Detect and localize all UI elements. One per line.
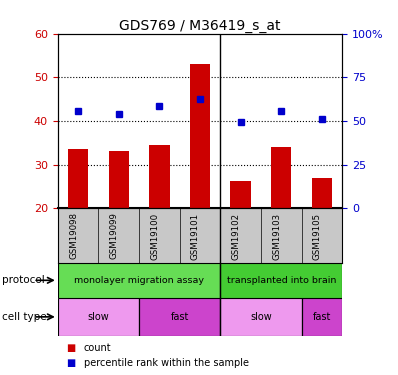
Bar <box>149 145 170 208</box>
Title: GDS769 / M36419_s_at: GDS769 / M36419_s_at <box>119 19 281 33</box>
Text: protocol: protocol <box>2 275 45 285</box>
Text: GSM19101: GSM19101 <box>191 213 200 260</box>
Text: transplanted into brain: transplanted into brain <box>226 276 336 285</box>
Text: ■: ■ <box>66 358 75 368</box>
Text: GSM19100: GSM19100 <box>150 213 159 260</box>
Text: monolayer migration assay: monolayer migration assay <box>74 276 204 285</box>
Text: percentile rank within the sample: percentile rank within the sample <box>84 358 249 368</box>
Text: fast: fast <box>170 312 189 322</box>
Text: GSM19099: GSM19099 <box>110 213 119 260</box>
Bar <box>271 147 291 208</box>
Bar <box>190 64 210 208</box>
Text: GSM19098: GSM19098 <box>69 213 78 260</box>
Bar <box>109 152 129 208</box>
Bar <box>230 181 251 208</box>
Text: fast: fast <box>313 312 331 322</box>
Bar <box>220 262 342 298</box>
Bar <box>302 298 342 336</box>
Text: GSM19102: GSM19102 <box>232 213 241 260</box>
Text: count: count <box>84 343 111 353</box>
Bar <box>220 298 302 336</box>
Text: cell type: cell type <box>2 312 47 322</box>
Text: slow: slow <box>250 312 272 322</box>
Text: GSM19105: GSM19105 <box>313 213 322 260</box>
Text: ■: ■ <box>66 343 75 353</box>
Bar <box>312 178 332 208</box>
Text: GSM19103: GSM19103 <box>272 213 281 260</box>
Bar <box>68 149 88 208</box>
Text: slow: slow <box>88 312 109 322</box>
Bar <box>139 298 220 336</box>
Bar <box>58 298 139 336</box>
Bar <box>58 262 220 298</box>
